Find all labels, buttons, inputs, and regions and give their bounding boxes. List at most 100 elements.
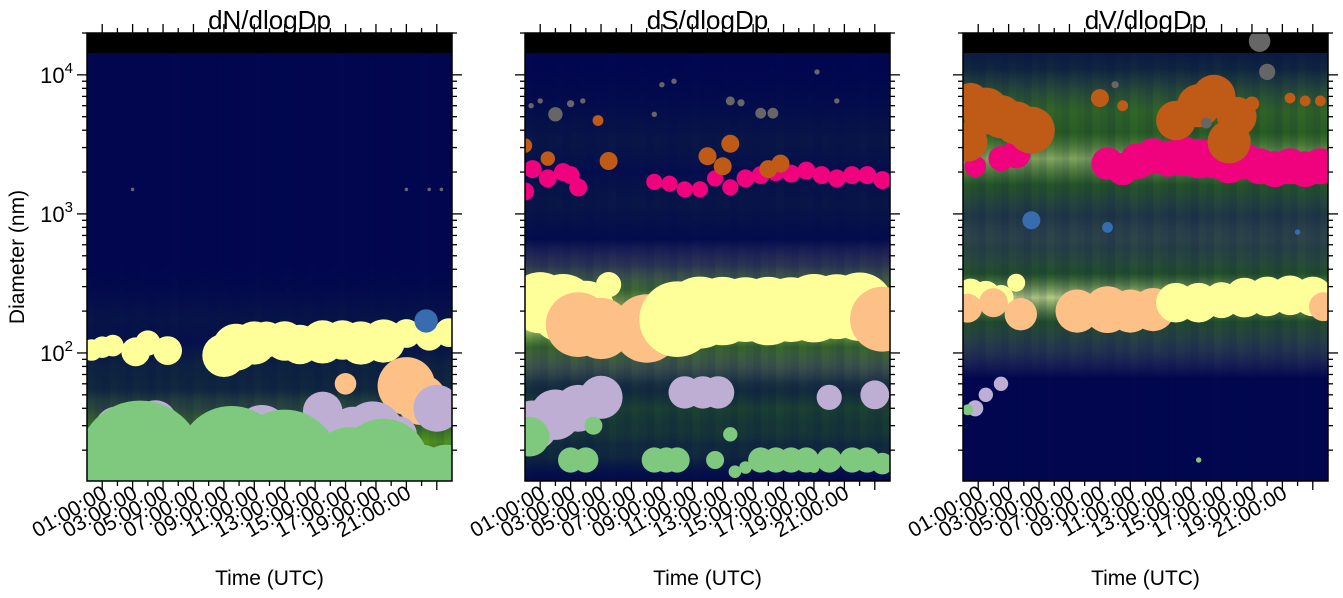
heat-column [1153,33,1161,481]
heat-column [284,33,293,481]
mode-marker-coarse4 [537,98,543,104]
mode-marker-nucleation [871,452,890,475]
saturation-band [525,33,890,53]
heat-column [147,33,156,481]
heat-column [1016,33,1024,481]
mode-marker-coarse4 [737,99,745,107]
heat-column [368,33,376,481]
heat-column [1077,33,1085,481]
heat-column [646,33,655,481]
mode-marker-coarse4 [767,107,779,119]
mode-marker-coarse1 [1102,222,1113,233]
mode-marker-coarse2 [676,181,693,198]
heat-column [1229,33,1237,481]
heat-column [829,33,837,481]
heat-column [1145,33,1154,481]
heat-column [1282,33,1290,481]
heat-column [1260,33,1268,481]
mode-marker-nucleation [573,447,599,473]
mode-marker-coarse2 [691,181,709,198]
heat-column [307,33,316,481]
heat-column [593,33,602,481]
heat-column [822,33,830,481]
mode-marker-coarse3 [721,134,740,153]
mode-marker-coarse2 [797,161,816,180]
heat-column [406,33,414,481]
mode-marker-coarse2 [538,169,557,188]
mode-marker-coarse4 [1248,33,1271,52]
heat-column [669,33,678,481]
mode-marker-coarse4 [834,98,840,104]
heat-column [398,33,407,481]
saturation-band [963,33,1328,53]
mode-marker-coarse3 [963,122,988,162]
mode-marker-accumulation [153,336,183,365]
mode-marker-coarse2 [827,169,846,188]
heat-column [745,33,754,481]
heat-column [140,33,148,481]
mode-marker-aitken [413,384,452,432]
mode-marker-coarse3 [540,151,555,166]
heat-column [185,33,194,481]
heat-column [1206,33,1214,481]
y-tick-label: 104 [40,60,73,88]
heat-column [993,33,1002,481]
mode-marker-coarse4 [528,103,534,109]
mode-marker-coarse4 [567,100,575,108]
heat-column [1023,33,1032,481]
heat-column [261,33,270,481]
heat-column [292,33,300,481]
mode-marker-coarse4 [548,107,563,122]
heat-column [970,33,979,481]
heat-column [578,33,586,481]
mode-marker-coarse2 [843,166,861,185]
heat-column [1099,33,1108,481]
mode-marker-coarse2 [873,171,890,190]
mode-marker-coarse4 [651,111,657,118]
mode-marker-coarse3 [1284,92,1296,104]
heat-column [851,33,860,481]
mode-marker-nucleation [706,451,725,469]
mode-marker-aitken2 [979,288,1008,318]
panel-3: dV/dlogDp01:00:0003:00:0005:00:0007:00:0… [904,5,1338,590]
mode-marker-coarse2 [569,178,588,197]
mode-marker-coarse4 [439,187,444,192]
mode-marker-nucleation [584,416,603,435]
heat-column [429,33,437,481]
heat-column [413,33,422,481]
heat-column [125,33,133,481]
mode-marker-accumulation [434,318,452,347]
heat-column [1039,33,1047,481]
heat-column [1267,33,1275,481]
heat-column [1274,33,1283,481]
y-tick-label: 103 [40,199,73,227]
heat-column [867,33,875,481]
mode-marker-coarse2 [661,175,678,192]
heat-column [231,33,240,481]
heat-column [117,33,126,481]
heat-column [193,33,201,481]
mode-marker-coarse4 [1111,81,1119,89]
mode-marker-coarse4 [427,187,432,192]
mode-marker-nucleation [723,427,738,442]
mode-marker-coarse3 [1244,96,1260,111]
mode-marker-coarse3 [1299,95,1311,107]
heat-column [1191,33,1199,481]
mode-markers [87,187,452,481]
heat-column [1198,33,1207,481]
mode-marker-coarse2 [646,173,663,190]
heat-column [791,33,799,481]
heat-column [631,33,639,481]
heat-column [882,33,890,481]
heat-column [661,33,670,481]
heat-column [178,33,186,481]
heat-column [677,33,685,481]
mode-marker-coarse3 [1207,120,1251,164]
mode-marker-aitken2 [334,373,357,395]
mode-marker-nucleation [664,447,690,473]
heat-column [623,33,632,481]
heat-column [874,33,883,481]
x-axis-label: Time (UTC) [1091,567,1200,590]
heat-column [1001,33,1009,481]
